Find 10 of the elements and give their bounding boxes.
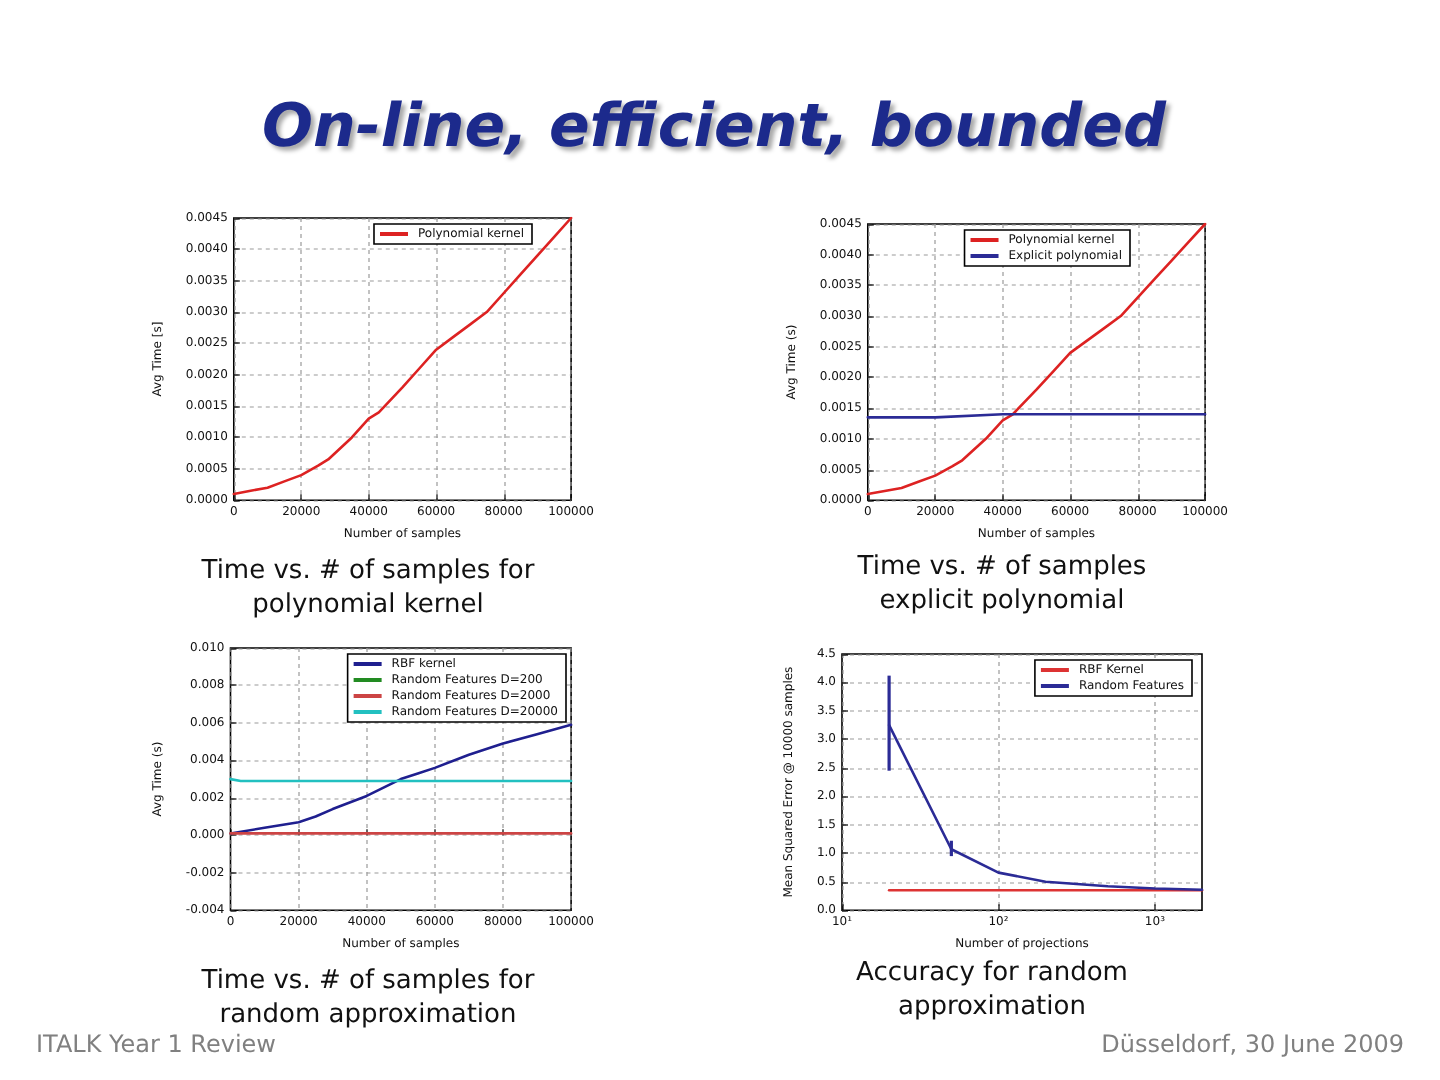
text: Time vs. # of samples for random approximation (199, 964, 537, 1032)
text: Düsseldorf, 30 June 2009 (1101, 1030, 1404, 1058)
text: On-line, efficient, bounded (260, 92, 1169, 162)
text: Accuracy for random approximation (854, 956, 1130, 1024)
text: Time vs. # of samples explicit polynomial (855, 550, 1149, 618)
line-series (232, 216, 573, 496)
line-series (229, 723, 573, 835)
text: Time vs. # of samples for polynomial kernel (199, 554, 537, 622)
text: ITALK Year 1 Review (36, 1030, 276, 1058)
line-series (866, 222, 1207, 496)
